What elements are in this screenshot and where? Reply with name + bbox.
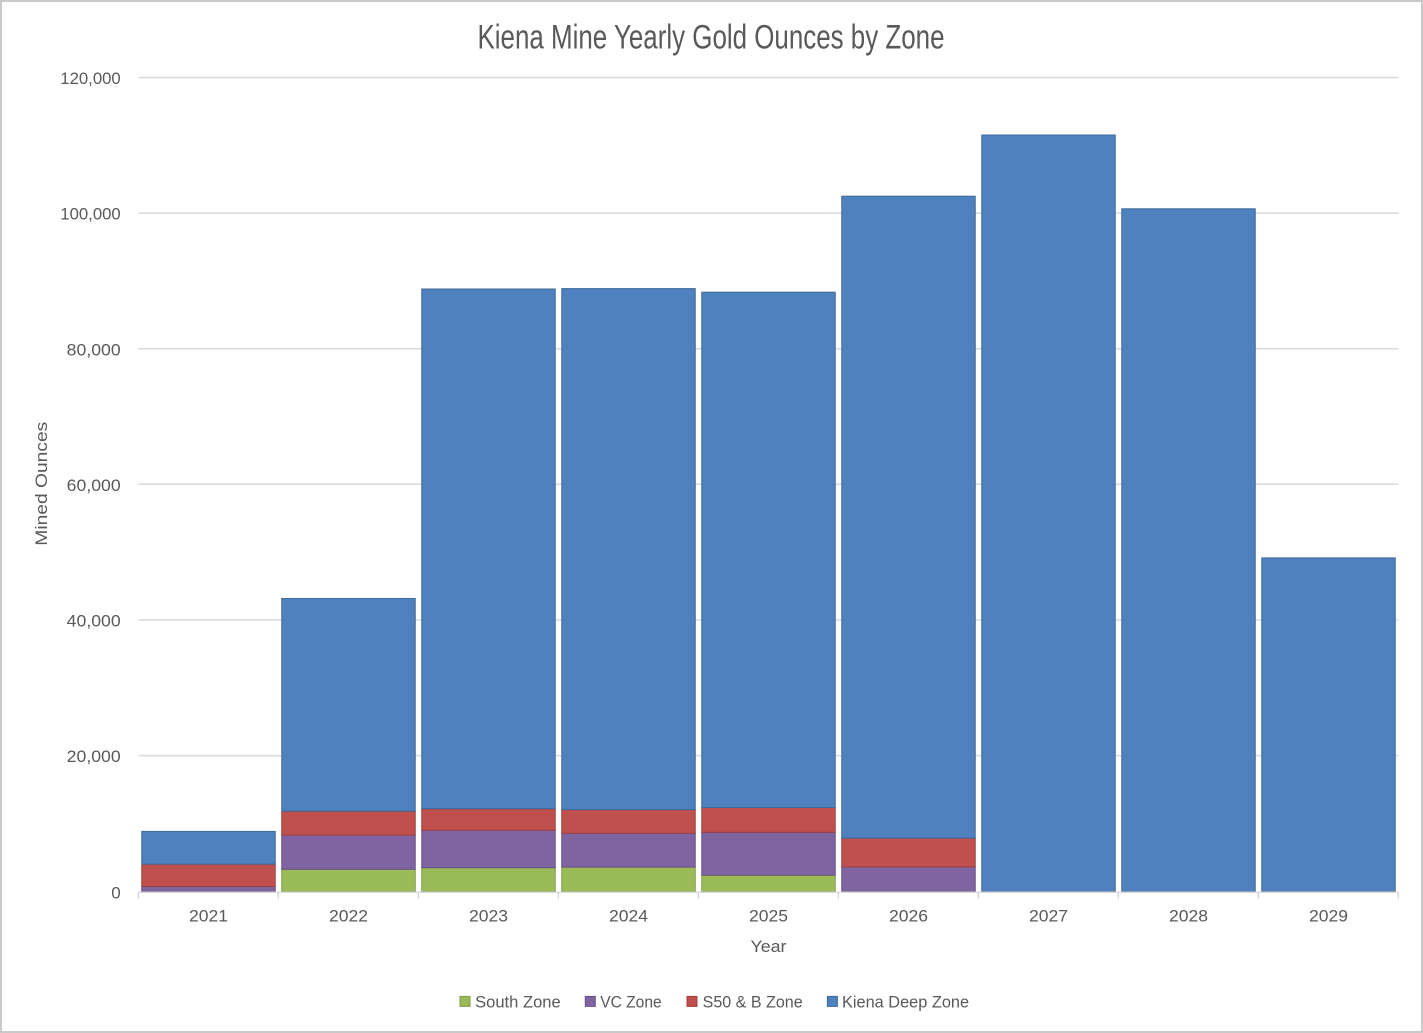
svg-text:VC Zone: VC Zone	[600, 993, 662, 1012]
svg-text:Kiena Mine Yearly Gold Ounces: Kiena Mine Yearly Gold Ounces by Zone	[478, 18, 945, 56]
svg-text:2029: 2029	[1309, 907, 1348, 926]
svg-text:40,000: 40,000	[67, 612, 121, 631]
svg-text:2025: 2025	[749, 907, 788, 926]
svg-text:100,000: 100,000	[60, 205, 120, 224]
svg-text:120,000: 120,000	[60, 69, 120, 88]
svg-text:20,000: 20,000	[67, 747, 121, 766]
svg-text:Year: Year	[751, 937, 787, 956]
svg-text:2021: 2021	[189, 907, 228, 926]
svg-text:0: 0	[111, 883, 120, 902]
svg-text:2028: 2028	[1169, 907, 1208, 926]
svg-text:60,000: 60,000	[67, 476, 121, 495]
svg-text:S50 & B Zone: S50 & B Zone	[703, 993, 803, 1012]
svg-text:2024: 2024	[609, 907, 648, 926]
svg-text:Mined Ounces: Mined Ounces	[32, 422, 51, 546]
svg-text:2022: 2022	[329, 907, 368, 926]
svg-text:2023: 2023	[469, 907, 508, 926]
svg-text:2026: 2026	[889, 907, 928, 926]
svg-text:South Zone: South Zone	[475, 993, 561, 1012]
svg-text:80,000: 80,000	[67, 340, 121, 359]
svg-text:2027: 2027	[1029, 907, 1068, 926]
svg-text:Kiena Deep Zone: Kiena Deep Zone	[842, 993, 969, 1012]
